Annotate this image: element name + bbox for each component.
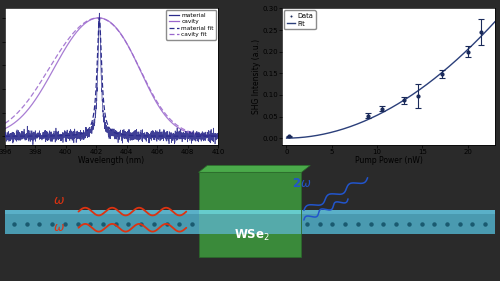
Bar	[198, 214, 302, 234]
Legend: material, cavity, material fit, cavity fit: material, cavity, material fit, cavity f…	[166, 10, 216, 40]
X-axis label: Pump Power (nW): Pump Power (nW)	[354, 156, 422, 165]
Polygon shape	[198, 210, 302, 214]
Text: $\omega$: $\omega$	[53, 194, 65, 207]
Legend: Data, Fit: Data, Fit	[284, 10, 316, 30]
Text: WSe$_2$: WSe$_2$	[234, 228, 270, 243]
Text: $\omega$: $\omega$	[53, 221, 65, 234]
X-axis label: Wavelength (nm): Wavelength (nm)	[78, 156, 144, 165]
Text: 2$\omega$: 2$\omega$	[292, 177, 311, 190]
Polygon shape	[5, 210, 495, 214]
Polygon shape	[198, 172, 302, 257]
Bar	[5, 214, 495, 234]
Y-axis label: SHG Intensity (a.u.): SHG Intensity (a.u.)	[252, 39, 260, 114]
Polygon shape	[198, 166, 310, 172]
